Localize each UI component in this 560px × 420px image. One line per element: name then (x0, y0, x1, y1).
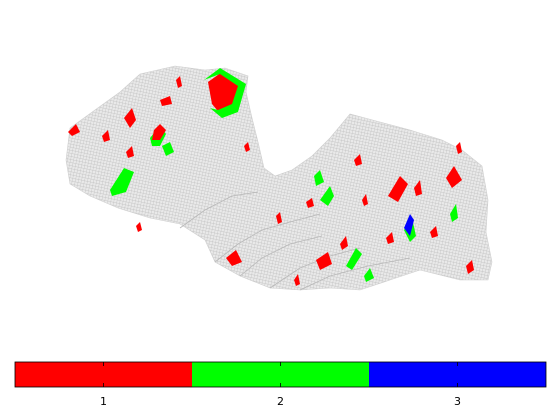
colorbar-segment-3 (369, 362, 546, 387)
classified-cell-1 (102, 130, 110, 142)
classified-cell-1 (68, 124, 80, 136)
colorbar-tick-label-2: 2 (277, 395, 284, 408)
classified-cell-1 (152, 124, 166, 140)
classified-cell-1 (362, 194, 368, 206)
classified-cell-2 (204, 68, 246, 118)
classified-cell-1 (294, 274, 300, 286)
classified-cell-1 (306, 198, 314, 208)
classified-cell-1 (388, 176, 408, 202)
classified-cell-1 (176, 76, 182, 88)
classified-cell-1 (136, 222, 142, 232)
classified-cell-1 (276, 212, 282, 224)
terrain-surface (65, 65, 493, 291)
classified-cell-1 (226, 250, 242, 266)
classified-cell-1 (456, 142, 462, 154)
classified-cell-2 (346, 248, 362, 270)
classified-cell-1 (414, 180, 422, 196)
terrain-ridges (179, 191, 411, 291)
classified-cell-2 (364, 268, 374, 282)
classified-cell-1 (466, 260, 474, 274)
classified-cell-2 (320, 186, 334, 206)
classified-cell-1 (126, 146, 134, 158)
classified-cell-1 (446, 166, 462, 188)
colorbar-segment-2 (192, 362, 369, 387)
surface-mesh-plot (65, 65, 493, 291)
classified-cell-1 (430, 226, 438, 238)
classified-cell-2 (314, 170, 324, 186)
classified-cell-1 (124, 108, 136, 128)
classified-cell-1 (386, 232, 394, 244)
classified-cell-1 (244, 142, 250, 152)
classified-cell-1 (160, 96, 172, 106)
classified-cell-1 (340, 236, 348, 250)
classified-cell-2 (450, 204, 458, 222)
classified-cell-2 (162, 142, 174, 156)
colorbar-segment-1 (15, 362, 192, 387)
colorbar-tick-label-1: 1 (100, 395, 107, 408)
classified-cell-1 (316, 252, 332, 270)
classified-cell-3 (404, 214, 414, 236)
classified-cell-1 (354, 154, 362, 166)
colorbar-tick-label-3: 3 (454, 395, 461, 408)
classified-cell-2 (110, 168, 134, 196)
